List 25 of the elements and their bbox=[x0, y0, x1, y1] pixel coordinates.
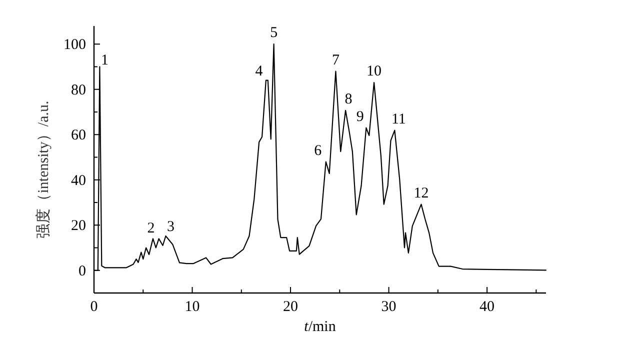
y-tick-label: 20 bbox=[71, 218, 86, 234]
annotation: 9 bbox=[356, 108, 364, 125]
x-tick-label: 30 bbox=[381, 299, 396, 315]
annotation: 4 bbox=[255, 63, 264, 80]
x-tick-label: 40 bbox=[480, 299, 495, 315]
annotation: 12 bbox=[414, 185, 429, 202]
annotation: 10 bbox=[366, 64, 382, 80]
annotation: 6 bbox=[314, 142, 322, 159]
annotation: 2 bbox=[147, 220, 155, 237]
annotation: 3 bbox=[166, 218, 174, 235]
y-axis-title: 强度（intensity）/a.u. bbox=[35, 100, 52, 238]
y-tick-label: 0 bbox=[78, 263, 86, 280]
annotation: 11 bbox=[391, 111, 406, 128]
x-axis-title: t/min bbox=[304, 319, 336, 335]
y-tick-label: 80 bbox=[71, 82, 86, 98]
y-tick-label: 60 bbox=[71, 128, 86, 144]
annotation: 7 bbox=[332, 52, 340, 68]
x-tick-label: 10 bbox=[184, 299, 200, 315]
y-tick-label: 100 bbox=[64, 37, 86, 54]
annotation: 8 bbox=[344, 91, 352, 108]
annotation: 1 bbox=[100, 52, 108, 69]
x-tick-label: 20 bbox=[283, 299, 298, 315]
x-tick-label: 0 bbox=[90, 299, 98, 315]
y-tick-label: 40 bbox=[71, 172, 86, 189]
annotation: 5 bbox=[270, 25, 278, 42]
